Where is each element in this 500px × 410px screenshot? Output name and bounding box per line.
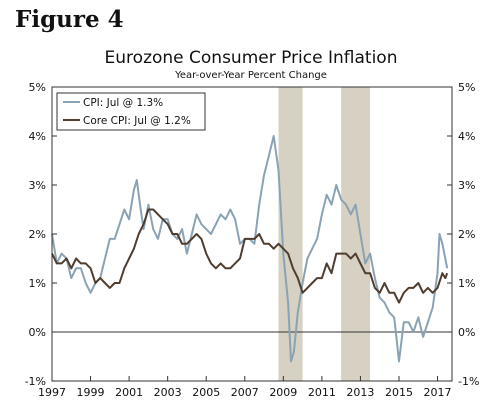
y-tick-label-left: 5% xyxy=(29,81,46,94)
x-tick-label: 1999 xyxy=(77,386,105,399)
y-tick-label-right: 2% xyxy=(458,228,475,241)
legend-box xyxy=(56,92,206,131)
y-tick-label-right: -1% xyxy=(458,375,479,388)
x-tick-label: 1997 xyxy=(38,386,66,399)
legend-label-core-cpi: Core CPI: Jul @ 1.2% xyxy=(83,115,191,127)
y-tick-label-left: 4% xyxy=(29,130,46,143)
x-tick-label: 2011 xyxy=(308,386,336,399)
x-tick-label: 2001 xyxy=(115,386,143,399)
recession-band xyxy=(341,87,371,381)
x-tick-label: 2013 xyxy=(346,386,374,399)
y-tick-label-right: 5% xyxy=(458,81,475,94)
chart-subtitle: Year-over-Year Percent Change xyxy=(174,70,327,81)
x-tick-label: 2015 xyxy=(385,386,413,399)
y-tick-label-right: 0% xyxy=(458,326,475,339)
y-tick-label-left: 0% xyxy=(29,326,46,339)
x-tick-label: 2007 xyxy=(231,386,259,399)
series-line-core-cpi xyxy=(51,208,449,304)
y-tick-label-left: 3% xyxy=(29,179,46,192)
x-tick-label: 2003 xyxy=(154,386,182,399)
x-tick-label: 2017 xyxy=(424,386,452,399)
plot-frame xyxy=(51,86,453,382)
series-line-cpi xyxy=(51,135,449,363)
y-tick-label-right: 3% xyxy=(458,179,475,192)
x-tick-label: 2005 xyxy=(192,386,220,399)
y-tick-label-right: 1% xyxy=(458,277,475,290)
axes: -1% -1% 0% 0% 1% 1% 2% 2% 3% 3% 4% 4% 5% 5% 1997 1999 20… xyxy=(25,81,480,399)
series-lines xyxy=(51,135,449,363)
recession-shading xyxy=(278,87,371,381)
y-tick-label-left: 2% xyxy=(29,228,46,241)
chart-title: Eurozone Consumer Price Inflation xyxy=(105,48,398,68)
y-tick-label-left: 1% xyxy=(29,277,46,290)
figure-label: Figure 4 xyxy=(15,6,124,33)
y-tick-label-right: 4% xyxy=(458,130,475,143)
x-tick-label: 2009 xyxy=(269,386,297,399)
y-tick-label-left: -1% xyxy=(25,375,46,388)
legend-label-cpi: CPI: Jul @ 1.3% xyxy=(83,97,163,109)
legend: CPI: Jul @ 1.3% Core CPI: Jul @ 1.2% xyxy=(56,92,206,131)
